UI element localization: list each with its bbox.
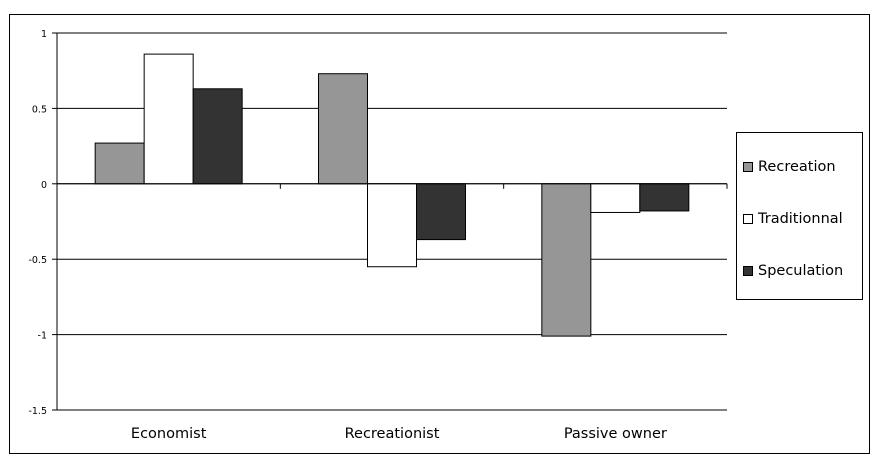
- bar-traditionnal-2: [590, 183, 641, 213]
- legend-swatch-speculation: [743, 266, 753, 276]
- bar-speculation-0: [192, 88, 243, 185]
- x-tick-label: Recreationist: [345, 426, 440, 442]
- bar-recreation-1: [318, 73, 368, 185]
- x-tick-label: Economist: [131, 426, 207, 442]
- bar-traditionnal-1: [367, 183, 417, 268]
- bar-speculation-2: [639, 183, 690, 212]
- legend-swatch-traditionnal: [743, 214, 753, 224]
- x-tick-label: Passive owner: [564, 426, 667, 442]
- y-tick-label: -0.5: [28, 255, 47, 266]
- legend-swatch-recreation: [743, 162, 753, 172]
- bar-recreation-0: [94, 142, 145, 185]
- legend-label-recreation: Recreation: [758, 159, 836, 175]
- legend-item-traditionnal: Traditionnal: [743, 209, 843, 229]
- legend-label-traditionnal: Traditionnal: [758, 211, 843, 227]
- y-tick-label: 0.5: [32, 104, 47, 115]
- bar-recreation-2: [541, 183, 592, 337]
- y-tick-label: -1: [38, 331, 47, 342]
- legend-item-recreation: Recreation: [743, 157, 836, 177]
- y-tick-label: 0: [41, 180, 47, 191]
- legend-item-speculation: Speculation: [743, 261, 843, 281]
- legend-label-speculation: Speculation: [758, 263, 844, 279]
- bar-speculation-1: [416, 183, 466, 241]
- legend: Recreation Traditionnal Speculation: [736, 132, 863, 300]
- y-tick-label: 1: [41, 29, 47, 40]
- y-tick-label: -1.5: [28, 406, 47, 417]
- bar-traditionnal-0: [143, 53, 194, 185]
